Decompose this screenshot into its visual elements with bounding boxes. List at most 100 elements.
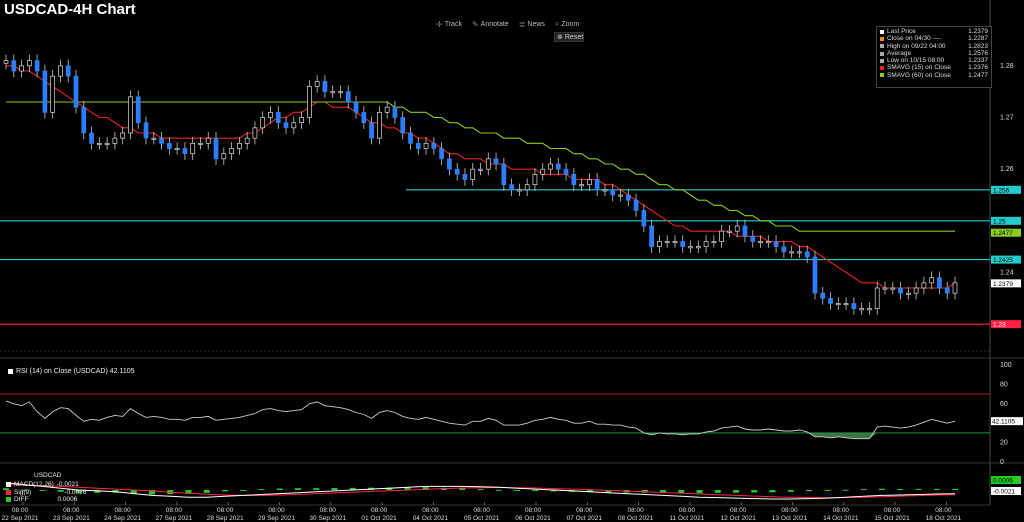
x-tick-time-label: 08:00 — [525, 507, 542, 514]
diff-label-text: DIFF — [14, 496, 29, 503]
candle-body — [680, 241, 686, 248]
legend-swatch — [880, 58, 884, 63]
macd-series-line — [5, 484, 956, 499]
macd-diff-bar — [532, 490, 539, 492]
legend-swatch — [880, 51, 884, 56]
candle-body — [353, 101, 359, 113]
candle-body — [314, 80, 320, 87]
legend-label: SMAVG (15) on Close — [887, 64, 951, 72]
news-button[interactable]: ≣ News — [519, 19, 545, 29]
candle-body — [431, 142, 437, 149]
candle-body — [501, 163, 507, 186]
candle-body — [135, 96, 141, 124]
candle-body — [104, 142, 110, 145]
candle-body — [835, 303, 841, 306]
macd-diff-bar — [605, 490, 612, 493]
candle-body — [859, 308, 865, 311]
rsi-tick-label: 60 — [1000, 401, 1008, 408]
macd-diff-bar — [587, 490, 593, 493]
candle-body — [765, 241, 771, 244]
candle-body — [649, 225, 654, 248]
x-tick-time-label: 08:00 — [217, 507, 234, 514]
candle-body — [345, 91, 351, 103]
macd-diff-bar — [149, 490, 155, 495]
candle-body — [579, 184, 584, 187]
candle-body — [625, 194, 631, 201]
candle-body — [229, 148, 234, 155]
x-tick-date-label: 04 Oct 2021 — [413, 515, 449, 522]
macd-diff-bar — [203, 490, 210, 493]
legend-value: 1.2576 — [968, 49, 988, 57]
x-tick-date-label: 23 Sep 2021 — [53, 515, 90, 522]
reset-button[interactable]: ⊗ Reset — [554, 32, 584, 42]
candle-body — [773, 241, 779, 248]
candle-body — [929, 277, 935, 284]
annotate-button[interactable]: ✎ Annotate — [472, 19, 509, 29]
price-tag-label: 1.2379 — [993, 281, 1013, 288]
candle-body — [485, 158, 491, 170]
x-tick-time-label: 08:00 — [679, 507, 696, 514]
x-tick-time-label: 08:00 — [576, 507, 593, 514]
legend-value: 1.2376 — [968, 64, 988, 72]
x-tick-date-label: 06 Oct 2021 — [515, 515, 551, 522]
chart-title: USDCAD-4H Chart — [4, 1, 136, 18]
candle-body — [415, 142, 421, 149]
ma-series-line — [6, 65, 956, 289]
candle-body — [275, 111, 281, 124]
macd-label-text: MACD(12,26) — [14, 481, 54, 488]
magnifier-icon: ⌕ — [554, 19, 560, 28]
x-tick-time-label: 08:00 — [935, 507, 952, 514]
macd-diff-bar — [3, 488, 9, 490]
x-tick-date-label: 22 Sep 2021 — [2, 515, 39, 522]
candle-body — [11, 60, 17, 72]
macd-diff-bar — [879, 488, 885, 490]
candle-body — [758, 241, 763, 244]
x-tick-date-label: 13 Oct 2021 — [772, 515, 808, 522]
candle-body — [657, 241, 662, 248]
sig-value-text: -0.0026 — [64, 489, 87, 496]
candle-body — [42, 70, 48, 113]
candle-body — [742, 225, 748, 237]
macd-line-label: MACD(12,26) -0.0021 — [6, 481, 79, 488]
rsi-tick-label: 80 — [1000, 381, 1008, 388]
macd-diff-bar — [514, 490, 520, 491]
level-tag — [991, 320, 1021, 329]
x-tick-time-label: 08:00 — [12, 507, 29, 514]
candle-body — [268, 111, 273, 118]
candle-body — [439, 148, 444, 160]
macd-header-text: USDCAD — [34, 472, 62, 479]
pencil-icon: ✎ — [471, 19, 479, 29]
x-tick-date-label: 24 Sep 2021 — [104, 515, 141, 522]
candle-body — [610, 189, 616, 196]
x-tick-date-label: 07 Oct 2021 — [567, 515, 603, 522]
candle-body — [96, 142, 102, 145]
x-tick-time-label: 08:00 — [627, 507, 644, 514]
chart-legend: Last Price 1.2379 Close on 04/30 ---- 1.228… — [876, 26, 992, 88]
candle-body — [874, 287, 880, 310]
macd-diff-bar — [222, 490, 228, 492]
candle-body — [143, 122, 149, 139]
diff-line-label: DIFF 0.0006 — [6, 496, 77, 503]
y-tick-label: 1.26 — [1000, 166, 1014, 173]
legend-label: Last Price — [887, 28, 916, 35]
zoom-button[interactable]: ⌕ Zoom — [555, 19, 579, 29]
level-tag — [991, 216, 1021, 225]
macd-diff-bar — [459, 488, 466, 490]
macd-diff-bar — [897, 488, 904, 490]
x-tick-time-label: 08:00 — [371, 507, 388, 514]
candle-body — [937, 277, 942, 289]
level-tag-label: 1.23 — [993, 322, 1006, 329]
candle-body — [167, 142, 172, 149]
legend-row: SMAVG (15) on Close 1.2376 — [880, 64, 988, 71]
candle-body — [283, 122, 289, 129]
legend-swatch — [880, 44, 884, 49]
track-button[interactable]: ✛ Track — [436, 19, 462, 29]
macd-value-tag-label: 0.0006 — [993, 478, 1013, 485]
candle-body — [517, 189, 522, 192]
macd-diff-bar — [21, 489, 28, 491]
candle-body — [151, 137, 157, 140]
candle-body — [789, 251, 794, 254]
legend-row: Low on 10/15 08:00 1.2337 — [880, 57, 988, 64]
candle-body — [804, 251, 810, 258]
